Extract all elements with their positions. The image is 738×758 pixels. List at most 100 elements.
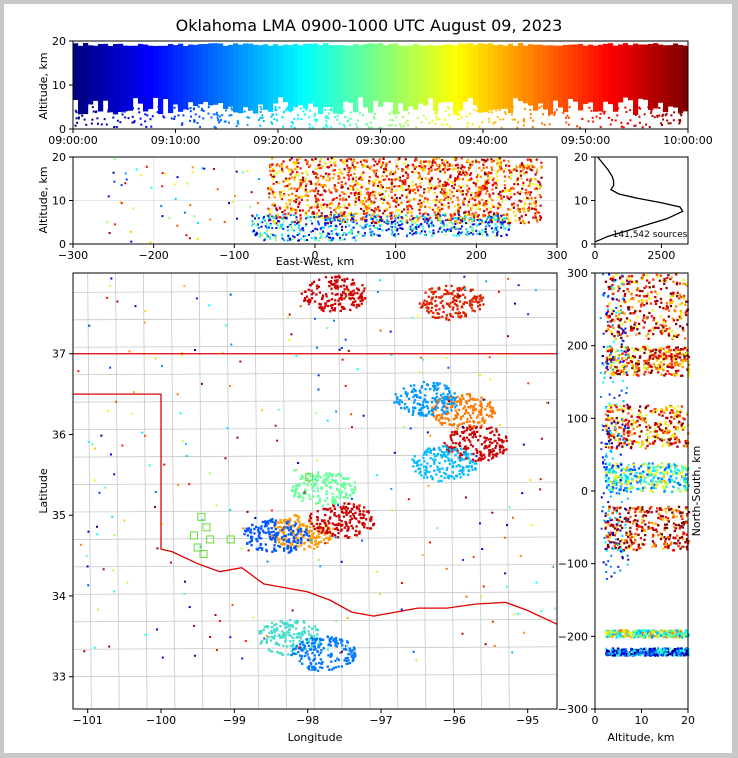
time-point bbox=[483, 106, 486, 109]
time-band bbox=[438, 45, 444, 103]
time-point bbox=[297, 114, 300, 117]
map-point bbox=[441, 467, 444, 470]
ew-point bbox=[463, 197, 466, 200]
ew-point bbox=[497, 216, 500, 219]
time-point bbox=[670, 114, 673, 117]
county-line bbox=[72, 344, 558, 348]
map-point bbox=[324, 302, 327, 305]
map-point bbox=[463, 439, 466, 442]
map-point bbox=[344, 657, 347, 660]
map-point bbox=[317, 542, 320, 545]
ew-point bbox=[384, 168, 387, 171]
ew-point bbox=[501, 189, 504, 193]
time-point bbox=[548, 114, 551, 117]
time-band bbox=[433, 45, 439, 111]
ew-point bbox=[485, 187, 489, 190]
map-point bbox=[440, 295, 444, 298]
ew-point bbox=[343, 176, 346, 179]
map-point bbox=[296, 519, 299, 522]
ew-point bbox=[353, 236, 356, 239]
map-point bbox=[215, 504, 218, 507]
ew-point bbox=[160, 205, 163, 208]
map-point bbox=[487, 415, 491, 418]
ew-point bbox=[343, 168, 346, 171]
map-point bbox=[468, 393, 471, 396]
ew-point bbox=[356, 212, 359, 215]
ew-point bbox=[345, 198, 348, 201]
ew-point bbox=[345, 159, 349, 163]
time-point bbox=[177, 105, 180, 108]
ew-point bbox=[471, 197, 474, 200]
map-point bbox=[345, 534, 348, 537]
ew-point bbox=[491, 179, 495, 182]
ew-point bbox=[145, 165, 148, 168]
time-band bbox=[173, 45, 179, 105]
map-point bbox=[317, 646, 320, 649]
map-point bbox=[290, 533, 293, 536]
map-point bbox=[424, 468, 427, 472]
ew-point bbox=[294, 173, 298, 176]
ew-point bbox=[372, 182, 375, 185]
ew-point bbox=[367, 225, 370, 228]
map-point bbox=[282, 519, 286, 522]
ew-point bbox=[380, 219, 383, 222]
map-point bbox=[400, 581, 403, 584]
map-point bbox=[446, 396, 449, 399]
ew-point bbox=[447, 198, 450, 201]
ew-point bbox=[483, 209, 486, 213]
ew-point bbox=[333, 214, 336, 217]
ew-point bbox=[430, 222, 433, 225]
map-point bbox=[144, 310, 147, 313]
ew-point bbox=[336, 219, 339, 222]
map-point bbox=[333, 513, 336, 517]
map-point bbox=[448, 462, 452, 466]
map-point bbox=[309, 516, 312, 520]
ew-point bbox=[438, 157, 441, 160]
ew-point bbox=[531, 183, 535, 186]
ew-point bbox=[288, 199, 291, 202]
map-point bbox=[328, 481, 331, 485]
map-point bbox=[307, 529, 310, 533]
ew-point bbox=[342, 160, 346, 163]
ew-point bbox=[391, 233, 394, 236]
time-band bbox=[188, 44, 194, 103]
map-point bbox=[270, 650, 274, 653]
ew-point bbox=[397, 203, 400, 206]
map-point bbox=[316, 628, 320, 632]
map-point bbox=[295, 354, 298, 357]
map-point bbox=[292, 648, 295, 651]
ew-point bbox=[472, 181, 475, 184]
map-point bbox=[262, 531, 265, 534]
map-point bbox=[316, 489, 319, 492]
map-point bbox=[286, 622, 289, 626]
map-point bbox=[308, 637, 311, 640]
map-point bbox=[303, 654, 307, 658]
ew-point bbox=[394, 229, 397, 232]
ew-point bbox=[419, 232, 422, 235]
ew-point bbox=[371, 234, 374, 237]
map-point bbox=[284, 534, 287, 538]
time-point bbox=[86, 105, 89, 108]
map-point bbox=[492, 410, 495, 413]
ew-point bbox=[457, 185, 461, 188]
ew-point bbox=[435, 216, 438, 219]
ew-point bbox=[269, 223, 272, 226]
map-point bbox=[292, 485, 295, 488]
map-point bbox=[414, 407, 417, 410]
map-point bbox=[446, 291, 449, 294]
ew-point bbox=[359, 201, 362, 204]
map-point bbox=[267, 636, 270, 639]
ew-point bbox=[449, 213, 452, 216]
map-point bbox=[439, 421, 442, 424]
ew-point bbox=[535, 218, 538, 221]
map-point bbox=[298, 660, 301, 663]
time-point bbox=[639, 107, 642, 110]
ew-point bbox=[302, 235, 305, 238]
time-point bbox=[282, 125, 285, 128]
time-point bbox=[500, 126, 503, 129]
map-point bbox=[340, 650, 343, 653]
map-point bbox=[529, 479, 532, 482]
map-point bbox=[294, 652, 297, 656]
ew-point bbox=[481, 221, 484, 224]
map-point bbox=[317, 524, 321, 528]
